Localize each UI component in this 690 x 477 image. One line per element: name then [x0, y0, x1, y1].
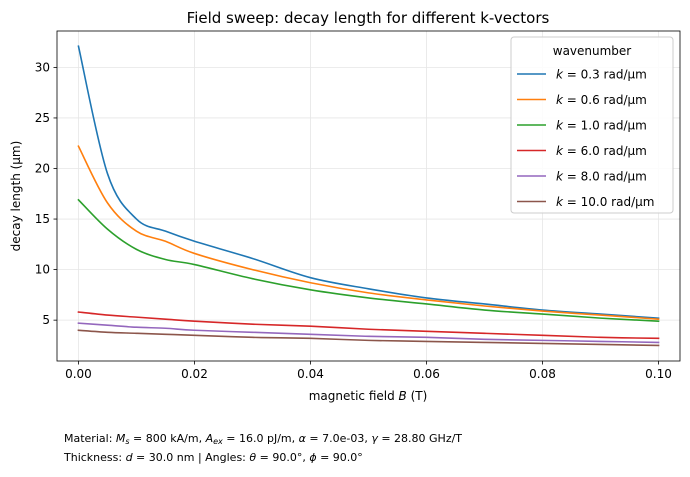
- x-tick-label: 0.02: [181, 367, 208, 381]
- thickness-caption: Thickness: d = 30.0 nm | Angles: θ = 90.…: [64, 451, 363, 464]
- series-line-k-6-0: [77, 311, 660, 340]
- x-tick-label: 0.08: [529, 367, 556, 381]
- y-tick-label: 20: [35, 162, 50, 176]
- y-axis-label: decay length (µm): [9, 141, 23, 252]
- y-tick-label: 10: [35, 263, 50, 277]
- series-line-k-10-0: [77, 329, 660, 347]
- x-tick-label: 0.04: [297, 367, 324, 381]
- legend-label: k = 0.6 rad/µm: [556, 93, 647, 107]
- series-line-k-0-3: [77, 45, 660, 319]
- legend-label: k = 10.0 rad/µm: [556, 195, 654, 209]
- series-line-k-1-0: [77, 198, 660, 323]
- legend-label: k = 6.0 rad/µm: [556, 144, 647, 158]
- y-tick-label: 30: [35, 60, 50, 74]
- x-axis-label: magnetic field B (T): [309, 389, 428, 403]
- legend-items: k = 0.3 rad/µm k = 0.6 rad/µm k = 1.0 rad/…: [517, 68, 654, 209]
- y-tick-label: 5: [42, 313, 50, 327]
- series-line-k-0-6: [77, 145, 660, 320]
- legend-label: k = 1.0 rad/µm: [556, 119, 647, 133]
- series-lines: [77, 45, 660, 347]
- x-tick-label: 0.10: [645, 367, 672, 381]
- series-line-k-8-0: [77, 322, 660, 344]
- legend-frame: [510, 36, 674, 214]
- legend-title: wavenumber: [553, 44, 632, 58]
- legend-label: k = 8.0 rad/µm: [556, 170, 647, 184]
- x-axis-ticks: 0.00 0.02 0.04 0.06 0.08 0.10: [65, 361, 672, 381]
- decay-length-chart: 0.00 0.02 0.04 0.06 0.08 0.10 5 10 15 20 25 30 Fie…: [9, 9, 681, 403]
- plot-frame: [56, 30, 681, 362]
- material-caption: Material: Ms = 800 kA/m, Aex = 16.0 pJ/m…: [64, 432, 463, 446]
- legend: wavenumber k = 0.3 rad/µmk = 0.6 rad/µmk…: [510, 36, 674, 214]
- y-tick-label: 15: [35, 212, 50, 226]
- y-axis-ticks: 5 10 15 20 25 30: [35, 60, 57, 327]
- x-tick-label: 0.00: [65, 367, 92, 381]
- y-tick-label: 25: [35, 111, 50, 125]
- chart-title: Field sweep: decay length for different …: [187, 9, 550, 27]
- legend-label: k = 0.3 rad/µm: [556, 68, 647, 82]
- x-tick-label: 0.06: [413, 367, 440, 381]
